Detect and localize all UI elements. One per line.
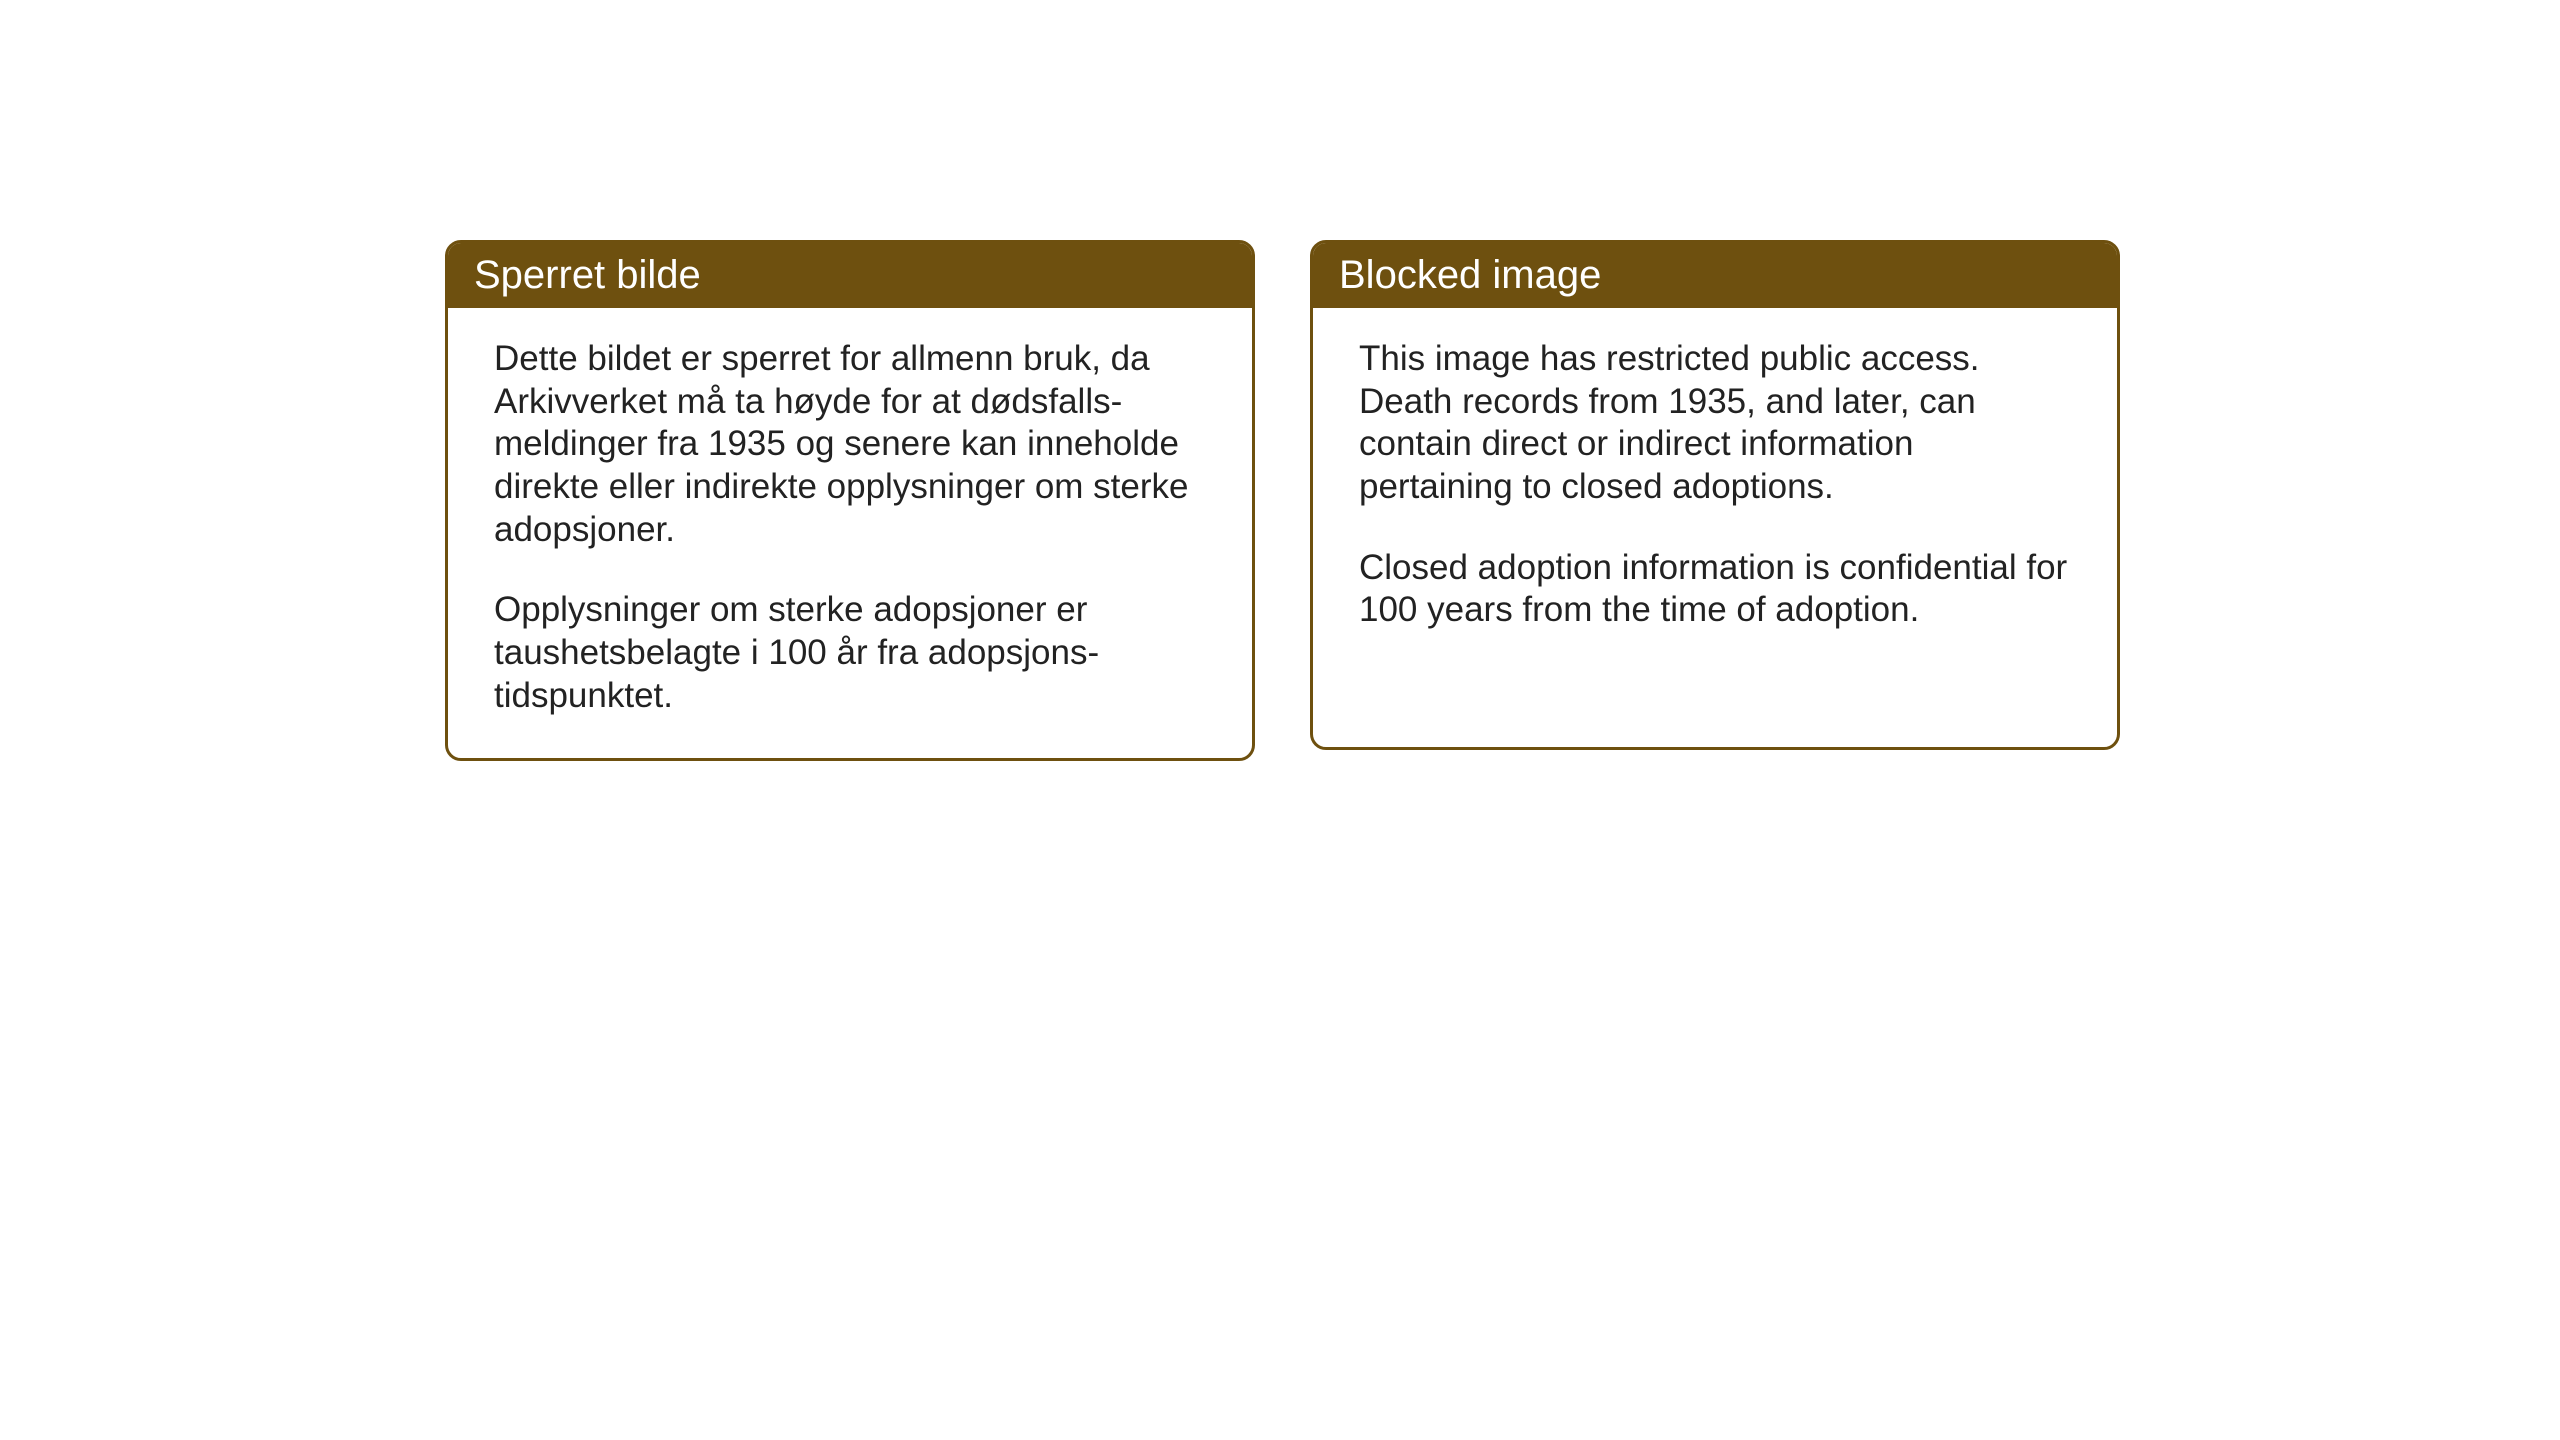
panel-paragraph-2-norwegian: Opplysninger om sterke adopsjoner er tau… — [494, 589, 1206, 717]
panel-title-norwegian: Sperret bilde — [474, 253, 701, 297]
panel-header-norwegian: Sperret bilde — [448, 243, 1252, 308]
panel-paragraph-1-english: This image has restricted public access.… — [1359, 338, 2071, 509]
panel-body-norwegian: Dette bildet er sperret for allmenn bruk… — [448, 308, 1252, 758]
panel-header-english: Blocked image — [1313, 243, 2117, 308]
panel-title-english: Blocked image — [1339, 253, 1601, 297]
panels-container: Sperret bilde Dette bildet er sperret fo… — [445, 240, 2120, 761]
panel-paragraph-2-english: Closed adoption information is confident… — [1359, 547, 2071, 632]
panel-paragraph-1-norwegian: Dette bildet er sperret for allmenn bruk… — [494, 338, 1206, 551]
panel-body-english: This image has restricted public access.… — [1313, 308, 2117, 672]
panel-norwegian: Sperret bilde Dette bildet er sperret fo… — [445, 240, 1255, 761]
panel-english: Blocked image This image has restricted … — [1310, 240, 2120, 750]
